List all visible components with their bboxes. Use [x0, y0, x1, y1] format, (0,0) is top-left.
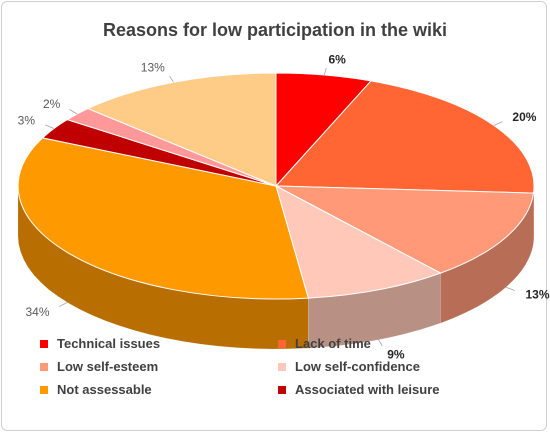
chart-legend: Technical issues Lack of time Low self-est…: [40, 334, 530, 399]
legend-label: Not assessable: [57, 382, 152, 397]
data-label-5: 3%: [18, 113, 36, 127]
leader-line-4: [59, 302, 68, 307]
leader-line-6: [69, 109, 78, 115]
data-label-2: 13%: [526, 288, 550, 302]
data-label-4: 34%: [25, 305, 49, 319]
data-label-3: 9%: [387, 347, 405, 361]
legend-swatch: [40, 385, 48, 394]
data-label-1: 20%: [512, 110, 536, 124]
legend-swatch: [278, 385, 286, 394]
leader-line-0: [323, 67, 327, 76]
leader-line-3: [378, 339, 383, 347]
legend-label: Low self-esteem: [57, 359, 159, 374]
chart-title: Reasons for low participation in the wik…: [102, 20, 448, 40]
data-label-0: 6%: [329, 52, 347, 66]
leader-line-5: [45, 124, 55, 129]
legend-label: Associated with leisure: [295, 382, 440, 397]
legend-item: Lack of time: [278, 334, 516, 353]
legend-swatch: [40, 362, 48, 371]
legend-swatch: [40, 339, 48, 348]
legend-swatch: [278, 362, 286, 371]
legend-item: Technical issues: [40, 334, 278, 353]
leader-line-2: [505, 286, 515, 291]
pie-slice-2[interactable]: [275, 185, 535, 274]
leader-line-1: [493, 121, 503, 126]
legend-label: Technical issues: [57, 336, 161, 351]
legend-label: Lack of time: [295, 336, 371, 351]
data-label-6: 2%: [43, 97, 61, 111]
legend-swatch: [278, 339, 286, 348]
leader-line-7: [169, 75, 174, 83]
data-label-7: 13%: [141, 61, 165, 75]
legend-label: Low self-confidence: [295, 359, 420, 374]
legend-item: Low self-confidence: [278, 357, 516, 376]
legend-item: Not assessable: [40, 380, 278, 399]
legend-item: Low self-esteem: [40, 357, 278, 376]
pie-slice-3[interactable]: [275, 185, 442, 299]
legend-item: Associated with leisure: [278, 380, 516, 399]
